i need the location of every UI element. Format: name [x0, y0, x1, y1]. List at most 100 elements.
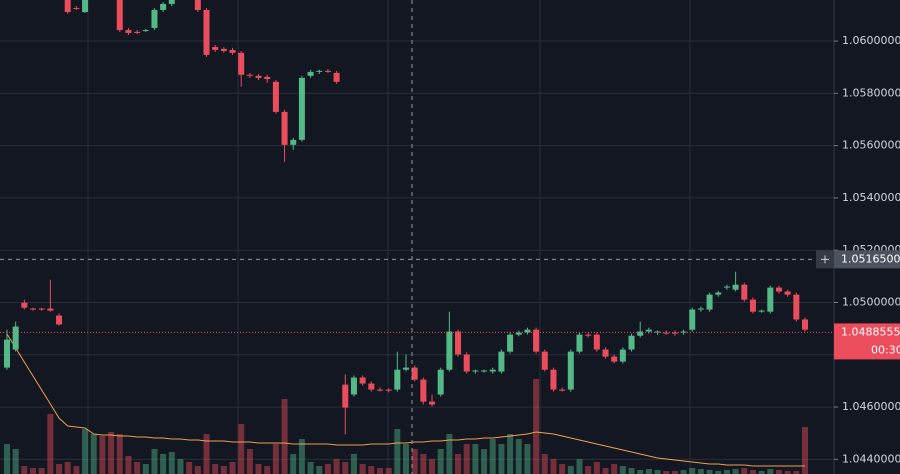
volume-bar [350, 454, 357, 474]
candle-body [385, 389, 392, 391]
candle-body [793, 294, 800, 320]
volume-bar [463, 444, 470, 474]
candle-body [134, 31, 141, 33]
candle-body [307, 71, 314, 76]
volume-bar [359, 464, 366, 474]
countdown-label: 00:30 [871, 343, 900, 356]
volume-bar [160, 454, 167, 474]
volume-bar [541, 454, 548, 474]
volume-bar [455, 454, 462, 474]
volume-bar [498, 444, 505, 474]
volume-ma-line [6, 333, 805, 467]
candle-body [38, 308, 45, 310]
volume-bar [307, 462, 314, 474]
volume-bar [151, 449, 158, 474]
volume-bar [533, 379, 540, 474]
volume-bar [12, 449, 19, 474]
volume-bar [593, 462, 600, 474]
candle-body [298, 77, 305, 140]
volume-bar [134, 462, 141, 474]
candle-body [758, 310, 765, 312]
candle-body [30, 308, 37, 310]
candle-body [203, 9, 210, 55]
volume-bar [576, 459, 583, 474]
candle-body [73, 8, 80, 10]
candle-body [333, 72, 340, 82]
candle-body [403, 367, 409, 370]
candle-body [637, 331, 644, 336]
volume-bar [90, 434, 97, 474]
volume-bar [30, 468, 37, 474]
candle-body [160, 3, 167, 10]
volume-bar [64, 462, 71, 474]
candle-body [628, 335, 635, 350]
candle-body [585, 334, 592, 336]
y-tick-label: 1.05800000 [842, 86, 900, 99]
time-grid [87, 0, 691, 474]
candle-body [420, 379, 427, 402]
candle-body [47, 308, 54, 311]
volume-bar [47, 414, 54, 474]
y-tick-label: 1.05600000 [842, 139, 900, 152]
volume-bar [368, 466, 375, 474]
volume-bar [177, 459, 184, 474]
volume-bar [585, 466, 592, 474]
candle-body [489, 369, 496, 372]
candle-body [689, 309, 696, 330]
volume-bar [316, 466, 323, 474]
crosshair-price-box [834, 250, 900, 269]
candle-body [481, 370, 488, 372]
y-tick-label: 1.05000000 [842, 295, 900, 308]
candle-body [64, 0, 71, 13]
candle-body [680, 331, 687, 333]
candle-body [498, 351, 505, 372]
volume-bar [116, 434, 123, 474]
candle-body [394, 369, 401, 390]
candle-body [12, 326, 19, 350]
candle-body [455, 331, 462, 355]
candle-body [411, 367, 418, 380]
volume-bar [272, 444, 279, 474]
volume-bar [515, 439, 522, 474]
price-grid [0, 40, 834, 460]
volume-bar [784, 471, 791, 474]
candle-body [368, 383, 375, 390]
volume-bar [680, 470, 687, 474]
volume-bar [290, 454, 297, 474]
candle-body [56, 315, 63, 325]
volume-bar [420, 454, 427, 474]
volume-bar [689, 468, 696, 474]
volume-bar [203, 434, 210, 474]
volume-bar [56, 464, 63, 474]
volume-bar [507, 434, 514, 474]
candle-body [515, 332, 522, 335]
volume-bar [472, 444, 479, 474]
candle-body [21, 302, 28, 308]
volume-bar [793, 471, 800, 474]
candle-body [125, 30, 132, 33]
volume-bar [186, 462, 193, 474]
volume-bar [611, 464, 618, 474]
candle-body [194, 0, 201, 10]
candle-body [697, 308, 704, 310]
volume-bar [212, 464, 219, 474]
candle-body [567, 351, 574, 390]
volume-bar [125, 456, 132, 474]
y-tick-label: 1.04600000 [842, 400, 900, 413]
candle-body [281, 111, 288, 145]
volume-bar [264, 466, 271, 474]
candle-body [602, 349, 609, 357]
candle-body [749, 299, 756, 312]
volume-bar [602, 468, 609, 474]
candle-body [723, 286, 730, 288]
volume-bar [749, 470, 756, 474]
candle-body [4, 339, 10, 368]
candle-body [142, 30, 149, 32]
volume-bar [654, 470, 661, 474]
y-tick-label: 1.05400000 [842, 191, 900, 204]
volume-bar [637, 470, 644, 474]
volume-bar [741, 468, 748, 474]
volume-pane [4, 333, 808, 474]
candle-body [550, 369, 557, 390]
candle-body [220, 48, 227, 51]
